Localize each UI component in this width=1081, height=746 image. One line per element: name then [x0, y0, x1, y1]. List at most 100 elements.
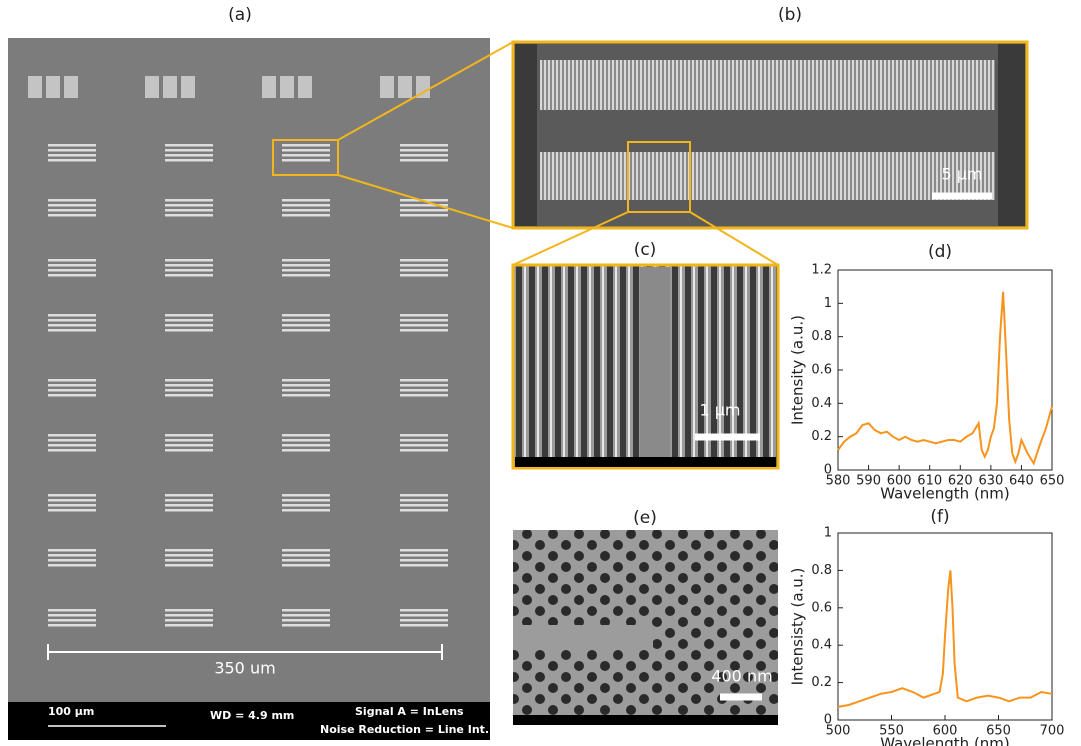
grating-line	[282, 274, 330, 277]
grating-line	[165, 259, 213, 262]
info-text: Noise Reduction = Line Int. Do	[320, 723, 510, 736]
y-tick-label: 0	[824, 713, 832, 728]
spectrum-line	[838, 570, 1052, 707]
grating-line	[48, 434, 96, 437]
grating-line	[400, 624, 448, 627]
grating-line	[165, 439, 213, 442]
grating-line	[282, 504, 330, 507]
pad	[398, 76, 412, 98]
info-text: WD = 4.9 mm	[210, 709, 294, 722]
grating-line	[48, 449, 96, 452]
grating-line	[48, 624, 96, 627]
grating-line	[400, 564, 448, 567]
grating-line	[48, 504, 96, 507]
grating-line	[48, 314, 96, 317]
grating-line	[165, 159, 213, 162]
info-text: 100 µm	[48, 705, 94, 718]
grating-line	[48, 209, 96, 212]
sem-image-a	[8, 38, 490, 702]
grating-line	[282, 549, 330, 552]
grating-line	[48, 329, 96, 332]
grating-line	[48, 554, 96, 557]
grating-line	[282, 144, 330, 147]
grating-line	[282, 499, 330, 502]
grating-line	[165, 554, 213, 557]
grating-line	[282, 319, 330, 322]
grating-line	[165, 619, 213, 622]
grating-line	[165, 499, 213, 502]
y-tick-label: 0.4	[811, 638, 832, 653]
figure: (a) (b) (c) (d) (e) (f) 100 µm WD = 4.9 …	[0, 0, 1081, 746]
grating-line	[165, 389, 213, 392]
pad	[28, 76, 42, 98]
grating-line	[400, 549, 448, 552]
pad	[181, 76, 195, 98]
grating-line	[48, 394, 96, 397]
grating-line	[165, 624, 213, 627]
grating-line	[282, 329, 330, 332]
grating-line	[400, 319, 448, 322]
grating-line	[282, 394, 330, 397]
grating-line	[48, 389, 96, 392]
grating-line	[400, 434, 448, 437]
grating-line	[48, 619, 96, 622]
grating-line	[282, 554, 330, 557]
grating-line	[282, 434, 330, 437]
grating-line	[400, 264, 448, 267]
grating-line	[165, 144, 213, 147]
grating-line	[282, 264, 330, 267]
grating-line	[282, 384, 330, 387]
grating-line	[48, 444, 96, 447]
grating-line	[48, 609, 96, 612]
grating-line	[165, 324, 213, 327]
scale-label: 350 um	[214, 659, 275, 678]
y-tick-label: 1	[824, 296, 832, 311]
grating-line	[400, 314, 448, 317]
grating-line	[400, 159, 448, 162]
grating-line	[282, 199, 330, 202]
grating-line	[48, 274, 96, 277]
pad	[298, 76, 312, 98]
grating-line	[400, 149, 448, 152]
grating-line	[165, 199, 213, 202]
grating-line	[400, 394, 448, 397]
grating-line	[48, 144, 96, 147]
edge	[998, 44, 1025, 226]
grating-line	[282, 449, 330, 452]
grating-line	[48, 494, 96, 497]
y-tick-label: 0.2	[811, 675, 832, 690]
y-tick-label: 0.4	[811, 396, 832, 411]
grating-line	[48, 559, 96, 562]
grating-line	[48, 259, 96, 262]
grating-line	[282, 159, 330, 162]
grating	[540, 60, 995, 110]
panel-label: (b)	[778, 5, 802, 25]
y-axis-label: Intensisty (a.u.)	[789, 568, 807, 686]
grating-line	[400, 504, 448, 507]
grating-line	[165, 204, 213, 207]
grating-line	[165, 444, 213, 447]
pad	[280, 76, 294, 98]
y-tick-label: 0.6	[811, 600, 832, 615]
grating-line	[400, 619, 448, 622]
grating-line	[400, 209, 448, 212]
scale-label: 5 µm	[941, 165, 982, 184]
y-tick-label: 1	[824, 526, 832, 541]
grating-line	[400, 559, 448, 562]
y-tick-label: 0.2	[811, 429, 832, 444]
pad	[163, 76, 177, 98]
grating-line	[48, 214, 96, 217]
panel-label: (a)	[228, 5, 252, 25]
grating-line	[165, 559, 213, 562]
grating-line	[400, 269, 448, 272]
grating-line	[400, 494, 448, 497]
pad	[46, 76, 60, 98]
grating-line	[165, 614, 213, 617]
grating-line	[400, 274, 448, 277]
grating-line	[400, 444, 448, 447]
grating-line	[165, 274, 213, 277]
grating-line	[165, 549, 213, 552]
grating-line	[165, 154, 213, 157]
y-tick-label: 0.8	[811, 329, 832, 344]
grating-line	[48, 509, 96, 512]
